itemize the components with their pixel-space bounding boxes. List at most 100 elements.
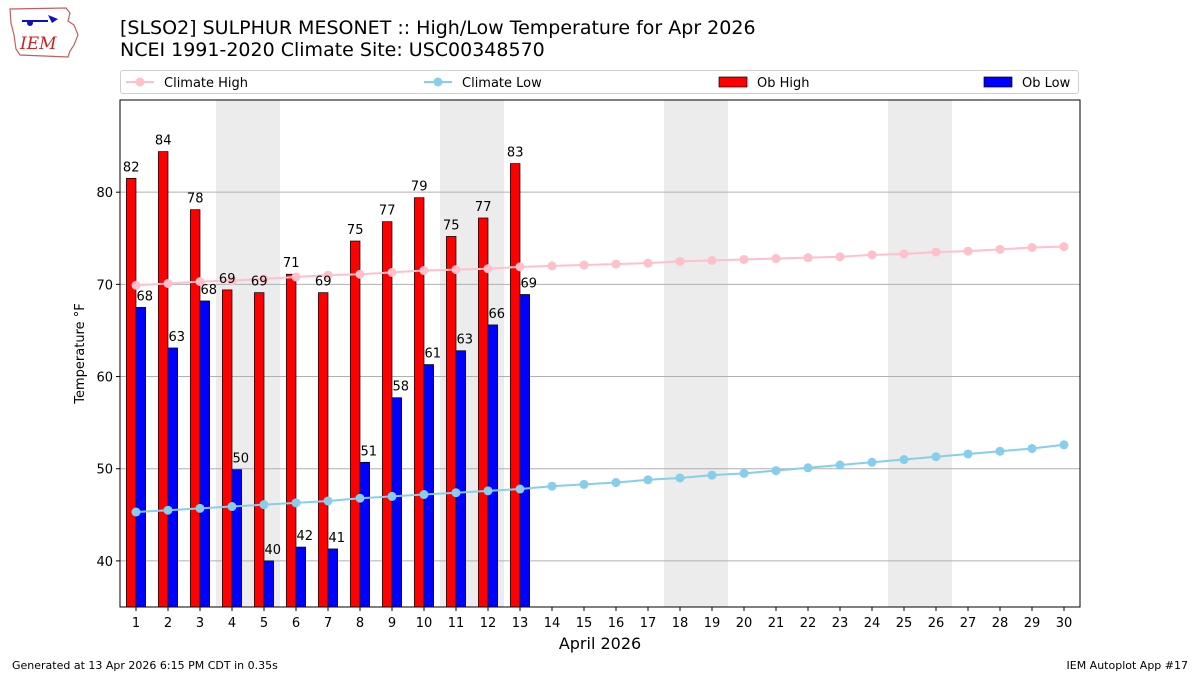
climate-low-point [771,466,781,476]
ob-high-label: 79 [411,180,428,195]
climate-low-point [579,479,589,489]
weekend-shade [664,100,696,607]
climate-low-point [1027,443,1037,453]
climate-low-point [1059,440,1069,450]
climate-high-point [323,270,333,280]
x-tick-label: 7 [324,616,332,631]
x-tick-label: 14 [544,616,561,631]
x-tick-label: 6 [292,616,300,631]
ob-high-label: 77 [379,204,396,219]
climate-high-point [739,254,749,264]
climate-high-point [387,267,397,277]
ob-low-label: 66 [489,307,506,322]
x-tick-label: 5 [260,616,268,631]
legend-climate-low-label: Climate Low [462,76,542,91]
x-tick-label: 21 [768,616,785,631]
climate-high-point [419,266,429,276]
ob-low-bar [295,546,306,608]
ob-high-label: 77 [475,200,492,215]
ob-high-label: 69 [219,272,236,287]
ob-low-label: 40 [265,543,282,558]
climate-low-point [611,478,621,488]
weekend-shade [696,100,728,607]
x-tick-label: 3 [196,616,204,631]
x-tick-label: 23 [832,616,849,631]
ob-high-bar [286,273,297,608]
chart-title: [SLSO2] SULPHUR MESONET :: High/Low Temp… [120,17,756,39]
ob-high-bar [414,197,425,608]
climate-low-point [803,463,813,473]
climate-low-point [963,449,973,459]
climate-high-point [483,264,493,274]
climate-high-point [515,262,525,272]
legend-climate-low-marker [433,77,443,87]
ob-high-bar [158,151,169,608]
climate-high-point [1059,242,1069,252]
footer-app: IEM Autoplot App #17 [1066,659,1189,672]
x-tick-label: 1 [132,616,140,631]
weekend-shade [920,100,952,607]
ob-low-label: 69 [521,277,538,292]
ob-high-bar [126,178,137,608]
ob-low-bar [327,548,338,608]
climate-low-point [163,505,173,515]
climate-high-line [135,245,1065,287]
climate-high-point [355,269,365,279]
climate-low-point [483,486,493,496]
climate-low-point [931,452,941,462]
ob-high-label: 75 [443,218,460,233]
x-tick-label: 12 [480,616,497,631]
ob-low-bar [519,294,530,608]
y-tick-label: 70 [96,278,113,293]
legend: Climate High Climate Low Ob High Ob Low [120,70,1079,94]
ob-low-label: 61 [425,347,442,362]
climate-high-point [867,250,877,260]
climate-low-point [515,484,525,494]
ob-high-bar [510,163,521,608]
ob-high-bar [446,236,457,608]
climate-high-point [899,249,909,259]
ob-high-bar [222,289,233,608]
ob-low-bar [231,469,242,608]
climate-low-point [131,507,141,517]
ob-high-bar [350,240,361,608]
y-tick-label: 60 [96,371,113,386]
ob-low-label: 68 [201,283,218,298]
ob-low-bar [455,350,466,608]
x-tick-label: 29 [1024,616,1041,631]
climate-high-point [195,277,205,287]
ob-low-label: 63 [169,330,186,345]
x-tick-label: 30 [1056,616,1073,631]
ob-low-bar [167,347,178,608]
climate-high-point [131,280,141,290]
climate-low-point [739,468,749,478]
ob-low-label: 63 [457,333,474,348]
climate-low-point [355,493,365,503]
climate-low-point [995,446,1005,456]
climate-high-point [707,255,717,265]
climate-low-point [291,498,301,508]
climate-high-point [963,246,973,256]
ob-low-label: 50 [233,452,250,467]
ob-low-bar [135,307,146,608]
ob-low-bar [487,324,498,608]
climate-high-point [579,260,589,270]
climate-low-point [419,490,429,500]
x-tick-label: 17 [640,616,657,631]
ob-low-label: 42 [297,529,314,544]
footer-generated: Generated at 13 Apr 2026 6:15 PM CDT in … [12,659,278,672]
ob-high-label: 69 [251,275,268,290]
climate-high-point [835,252,845,262]
climate-low-point [899,455,909,465]
climate-high-point [163,278,173,288]
climate-high-point [675,256,685,266]
climate-high-point [995,244,1005,254]
ob-low-label: 58 [393,380,410,395]
climate-low-point [387,491,397,501]
climate-high-point [227,276,237,286]
x-tick-label: 15 [576,616,593,631]
ob-high-bar [318,292,329,608]
legend-graphic: Climate High Climate Low Ob High Ob Low [126,76,1071,91]
y-tick-label: 80 [96,186,113,201]
